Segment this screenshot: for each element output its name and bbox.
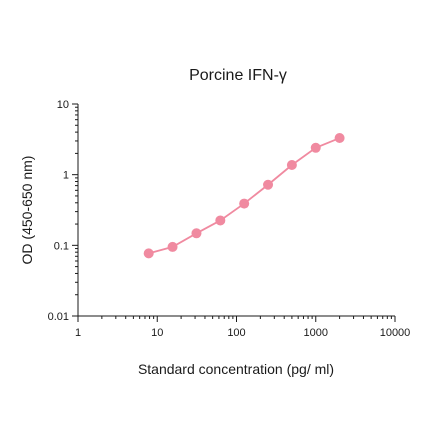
chart-title: Porcine IFN-γ [189, 67, 287, 84]
data-point [286, 160, 297, 171]
y-tick-label: 0.01 [48, 311, 69, 323]
y-tick-label: 10 [57, 99, 69, 111]
data-point [167, 241, 178, 252]
y-tick-label: 0.1 [54, 240, 69, 252]
data-point [263, 179, 274, 190]
y-tick-label: 1 [63, 170, 69, 182]
axes: 0.01 0.1 1 10 1 10 100 1000 10000 [48, 99, 411, 339]
plot-area [143, 133, 345, 259]
y-axis-label: OD (450-650 nm) [19, 156, 35, 265]
data-point [215, 215, 226, 226]
data-point [334, 133, 345, 144]
data-point [310, 142, 321, 153]
x-tick-label: 10 [151, 327, 163, 339]
data-point [239, 198, 250, 209]
series-line [148, 137, 340, 255]
x-tick-label: 1 [75, 327, 81, 339]
x-tick-label: 1000 [304, 327, 328, 339]
x-tick-label: 10000 [380, 327, 411, 339]
data-point [143, 248, 154, 259]
data-point [191, 228, 202, 239]
x-axis-label: Standard concentration (pg/ ml) [138, 361, 334, 377]
x-tick-label: 100 [227, 327, 245, 339]
